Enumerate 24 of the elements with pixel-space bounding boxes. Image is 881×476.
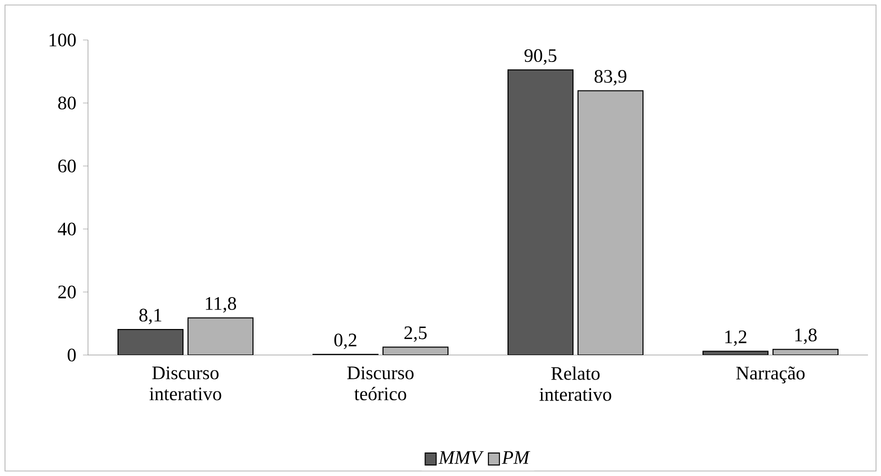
y-tick-label: 80 bbox=[58, 96, 76, 110]
data-label: 8,1 bbox=[139, 308, 162, 324]
data-label: 90,5 bbox=[524, 49, 556, 65]
data-label: 1,2 bbox=[725, 330, 746, 346]
bar bbox=[118, 328, 184, 355]
data-label: 11,8 bbox=[206, 297, 236, 313]
y-tick-label: 60 bbox=[58, 160, 76, 172]
y-tick-label: 40 bbox=[58, 222, 76, 236]
y-tick-label: 20 bbox=[58, 286, 76, 298]
x-tick-label: Discurso interativo bbox=[150, 366, 222, 400]
x-tick-label: Discurso teórico bbox=[347, 366, 414, 400]
data-label: 2,5 bbox=[404, 326, 427, 342]
bar bbox=[188, 317, 254, 355]
data-label: 83,9 bbox=[594, 70, 626, 86]
y-tick-label: 100 bbox=[50, 34, 76, 46]
x-tick-label: Narração bbox=[736, 366, 805, 384]
x-tick-label: Relato interativo bbox=[540, 366, 612, 401]
legend-label: MMV bbox=[438, 451, 484, 464]
y-tick-label: 0 bbox=[68, 348, 76, 362]
legend-label: PM bbox=[502, 451, 530, 464]
data-label: 1,8 bbox=[795, 328, 817, 344]
bar bbox=[578, 90, 644, 355]
data-label: 0,2 bbox=[334, 334, 356, 350]
bar bbox=[508, 69, 574, 355]
